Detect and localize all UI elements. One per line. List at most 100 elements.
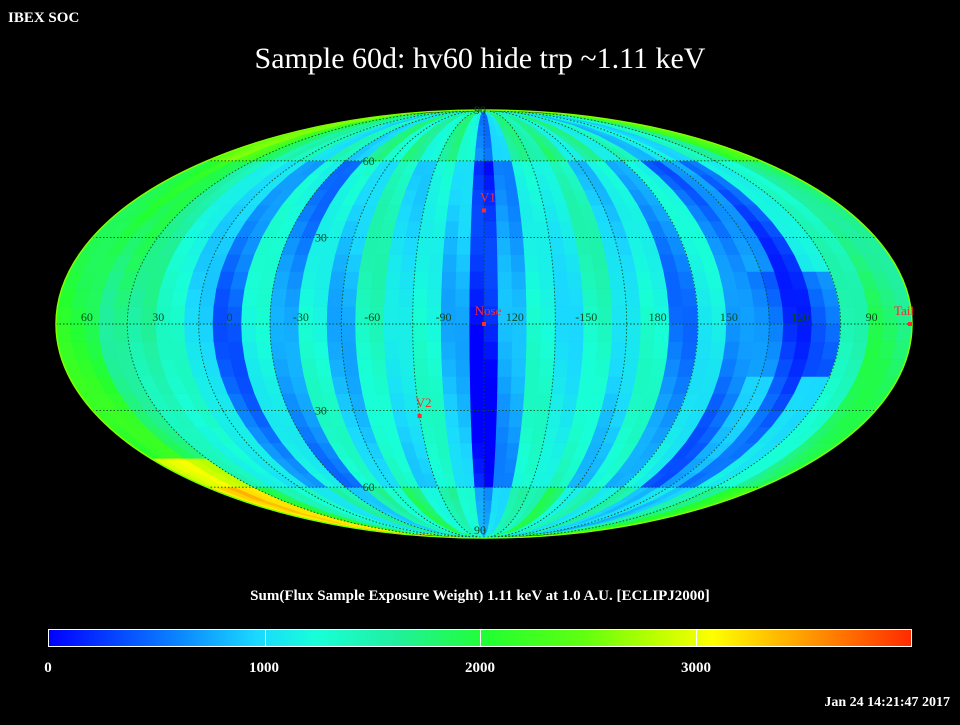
flux-cell: [458, 204, 473, 222]
flux-cell: [340, 323, 357, 342]
flux-cell: [342, 358, 360, 377]
flux-cell: [56, 306, 73, 325]
flux-cell: [469, 254, 485, 272]
lat-label: 60: [363, 480, 375, 494]
flux-cell: [580, 358, 597, 377]
flux-cell: [566, 271, 583, 290]
lat-label: 30: [315, 403, 327, 417]
marker-v1-label: V1: [480, 189, 496, 204]
flux-cell: [456, 393, 472, 411]
flux-cell: [369, 341, 386, 360]
flux-cell: [298, 341, 316, 360]
flux-cell: [680, 288, 698, 307]
flux-cell: [493, 174, 507, 190]
flux-cell: [495, 204, 510, 222]
flux-cell: [369, 288, 386, 307]
colorbar-caption: Sum(Flux Sample Exposure Weight) 1.11 ke…: [250, 588, 710, 604]
flux-cell: [521, 410, 537, 428]
flux-cell: [496, 393, 512, 411]
colorbar-tick-mark: [264, 630, 266, 646]
flux-cell: [611, 323, 628, 342]
flux-cell: [455, 323, 471, 342]
flux-cell: [497, 254, 513, 272]
flux-cell: [753, 306, 770, 325]
flux-cell: [526, 306, 542, 325]
flux-cell: [568, 341, 584, 360]
flux-cell: [457, 410, 472, 428]
flux-cell: [398, 288, 414, 307]
lon-label: 180: [649, 310, 667, 324]
flux-cell: [494, 189, 509, 206]
flux-cell: [510, 376, 526, 394]
flux-cell: [126, 306, 144, 325]
flux-cell: [475, 135, 485, 148]
flux-cell: [582, 341, 599, 360]
flux-cell: [824, 306, 842, 325]
flux-cell: [474, 147, 485, 162]
flux-cell: [551, 376, 568, 394]
flux-cell: [666, 341, 684, 360]
flux-cell: [312, 323, 328, 342]
flux-cell: [739, 323, 756, 342]
flux-cell: [384, 288, 400, 307]
flux-cell: [456, 237, 472, 255]
flux-cell: [448, 189, 463, 206]
flux-cell: [537, 254, 554, 272]
flux-cell: [283, 323, 300, 342]
flux-cell: [84, 323, 101, 342]
flux-cell: [796, 323, 813, 342]
flux-cell: [608, 358, 626, 377]
flux-cell: [461, 457, 475, 474]
flux-cell: [184, 306, 200, 325]
flux-cell: [610, 288, 627, 307]
flux-cell: [371, 358, 388, 377]
flux-cell: [461, 174, 475, 190]
flux-cell: [169, 306, 186, 325]
flux-cell: [98, 323, 115, 342]
flux-cell: [554, 306, 570, 325]
lon-label: 90: [866, 310, 878, 324]
flux-cell: [508, 410, 524, 428]
flux-cell: [483, 254, 499, 272]
flux-cell: [459, 442, 474, 459]
flux-cell: [483, 220, 498, 238]
colorbar-tick-mark: [480, 630, 481, 646]
flux-cell: [198, 323, 215, 342]
flux-cell: [412, 288, 429, 307]
flux-cell: [510, 254, 526, 272]
flux-cell: [782, 323, 799, 342]
flux-cell: [469, 376, 485, 394]
flux-cell: [141, 323, 158, 342]
flux-cell: [398, 341, 414, 360]
flux-cell: [810, 323, 827, 342]
flux-cell: [255, 306, 272, 325]
flux-cell: [680, 341, 698, 360]
flux-cell: [398, 323, 414, 342]
flux-cell: [458, 426, 473, 444]
flux-cell: [824, 323, 842, 342]
flux-cell: [126, 323, 144, 342]
flux-cell: [184, 323, 200, 342]
flux-cell: [538, 358, 555, 377]
lon-label: 120: [791, 310, 809, 324]
flux-cell: [455, 306, 471, 325]
meridian: [340, 110, 485, 538]
flux-cell: [386, 376, 404, 394]
flux-cell: [768, 306, 784, 325]
flux-cell: [414, 376, 431, 394]
flux-cell: [431, 410, 447, 428]
flux-cell: [853, 323, 870, 342]
lat-label: 90: [474, 103, 486, 117]
flux-cell: [413, 271, 430, 290]
flux-cell: [554, 288, 570, 307]
flux-cell: [525, 341, 542, 360]
flux-cell: [540, 323, 556, 342]
flux-cell: [326, 323, 343, 342]
flux-cell: [624, 341, 641, 360]
flux-cell: [444, 220, 460, 238]
flux-cell: [583, 323, 599, 342]
flux-cell: [538, 271, 555, 290]
flux-cell: [696, 306, 713, 325]
flux-cell: [471, 426, 485, 444]
